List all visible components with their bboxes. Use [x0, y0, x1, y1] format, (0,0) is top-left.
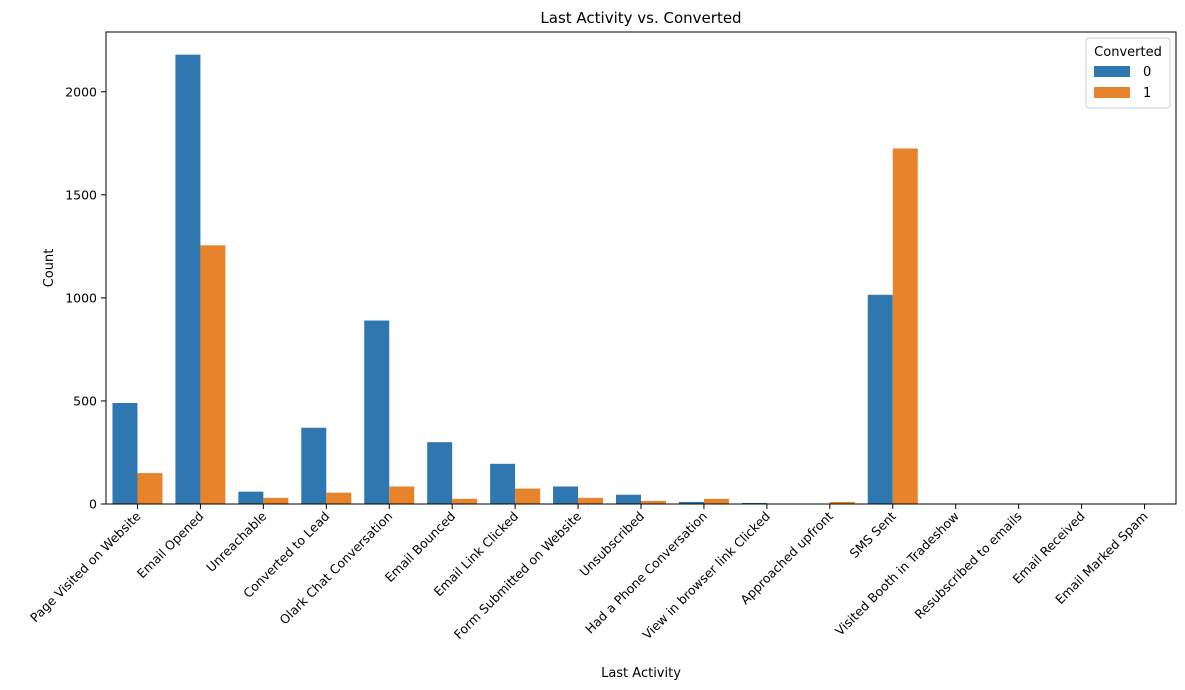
- x-tick-label: Page Visited on Website: [27, 508, 144, 625]
- legend-swatch-1: [1094, 87, 1130, 98]
- bar-converted-1-2: [263, 497, 289, 504]
- y-tick-label: 0: [89, 497, 97, 512]
- bar-converted-0-4: [364, 320, 390, 504]
- x-tick-label: View in browser link Clicked: [639, 509, 773, 643]
- legend-label-1: 1: [1143, 86, 1151, 101]
- y-tick-label: 2000: [65, 84, 97, 99]
- bar-converted-1-12: [892, 148, 918, 504]
- bar-converted-0-9: [678, 501, 704, 504]
- x-tick-label: Resubscribed to emails: [911, 509, 1024, 622]
- bar-converted-0-8: [616, 494, 641, 504]
- legend: Converted 0 1: [1085, 37, 1171, 109]
- x-tick-label: Visited Booth in Tradeshow: [832, 509, 962, 639]
- bar-converted-1-0: [137, 473, 163, 504]
- y-tick-label: 1500: [65, 187, 97, 202]
- bar-converted-0-7: [553, 486, 579, 504]
- bar-converted-0-12: [867, 294, 893, 504]
- bar-converted-0-1: [175, 54, 201, 505]
- bar-converted-1-3: [326, 492, 352, 504]
- legend-label-0: 0: [1143, 65, 1151, 80]
- bar-converted-0-6: [490, 463, 516, 504]
- plot-frame: [105, 31, 1177, 505]
- bars-group: [112, 54, 918, 505]
- chart-title: Last Activity vs. Converted: [540, 9, 741, 27]
- bar-converted-1-11: [829, 501, 855, 504]
- bar-converted-0-2: [238, 491, 264, 504]
- x-tick-label: Email Opened: [134, 509, 207, 582]
- bar-converted-0-5: [427, 442, 453, 504]
- bar-converted-1-6: [515, 488, 541, 504]
- bar-converted-1-4: [389, 486, 415, 504]
- bar-converted-1-7: [578, 497, 604, 504]
- y-axis-label: Count: [42, 249, 57, 288]
- legend-title: Converted: [1094, 45, 1162, 60]
- x-tick-label: SMS Sent: [847, 508, 899, 560]
- x-tick-label: Unsubscribed: [576, 509, 647, 580]
- bar-converted-1-9: [703, 498, 729, 504]
- bar-converted-1-1: [200, 245, 226, 504]
- bar-converted-0-3: [301, 427, 327, 504]
- bar-converted-0-0: [112, 403, 138, 504]
- x-tick-label: Olark Chat Conversation: [276, 509, 395, 628]
- bar-converted-1-5: [452, 498, 478, 504]
- y-tick-label: 500: [73, 393, 97, 408]
- x-tick-label: Had a Phone Conversation: [582, 509, 710, 637]
- y-axis: 0 500 1000 1500 2000: [65, 84, 106, 512]
- legend-swatch-0: [1094, 66, 1130, 77]
- x-tick-label: Unreachable: [203, 508, 270, 575]
- y-tick-label: 1000: [65, 290, 97, 305]
- bar-converted-0-10: [741, 502, 767, 504]
- x-tick-label: Form Submitted on Website: [451, 508, 585, 642]
- x-axis-label: Last Activity: [601, 666, 681, 681]
- bar-converted-1-8: [641, 500, 666, 504]
